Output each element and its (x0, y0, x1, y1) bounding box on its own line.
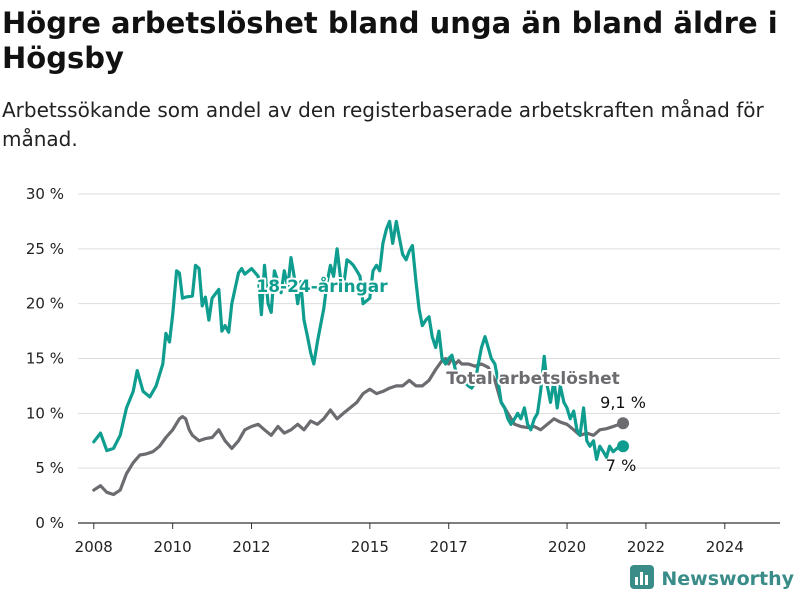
y-tick-label: 25 % (26, 240, 64, 258)
grid-lines (78, 193, 780, 524)
x-tick-label: 2015 (351, 538, 389, 556)
y-tick-label: 20 % (26, 295, 64, 313)
end-point-18-24 (617, 440, 630, 453)
series-label-total: Total arbetslöshet (446, 369, 620, 389)
y-tick-label: 0 % (35, 514, 64, 532)
series-lines (92, 219, 630, 497)
end-value-label-total: 9,1 % (600, 393, 646, 412)
y-tick-label: 5 % (35, 459, 64, 477)
series-label-18-24: 18-24-åringar (256, 275, 388, 297)
x-axis: 2008 2010 2012 2015 2017 2020 2022 2024 (75, 523, 744, 556)
x-tick-label: 2020 (548, 538, 586, 556)
series-labels: 9,1 % 7 % 18-24-åringar Total arbetslöshet (254, 273, 646, 475)
brand-logo: Newsworthy (629, 564, 794, 594)
y-tick-label: 15 % (26, 350, 64, 368)
chart-title: Högre arbetslöshet bland unga än bland ä… (2, 6, 778, 75)
series-line-18-24 (92, 219, 625, 461)
y-axis-tick-labels: 0 % 5 % 10 % 15 % 20 % 25 % 30 % (26, 185, 64, 532)
brand-name: Newsworthy (661, 568, 794, 590)
y-tick-label: 30 % (26, 185, 64, 203)
x-tick-label: 2010 (154, 538, 192, 556)
bar-chart-logo-icon (629, 564, 655, 594)
y-tick-label: 10 % (26, 404, 64, 422)
end-point-total (617, 417, 630, 430)
x-tick-label: 2012 (232, 538, 270, 556)
x-tick-label: 2024 (706, 538, 744, 556)
x-tick-label: 2008 (75, 538, 113, 556)
chart-subtitle: Arbetssökande som andel av den registerb… (2, 98, 764, 151)
x-tick-label: 2022 (627, 538, 665, 556)
end-value-label-18-24: 7 % (606, 456, 636, 475)
x-tick-label: 2017 (430, 538, 468, 556)
